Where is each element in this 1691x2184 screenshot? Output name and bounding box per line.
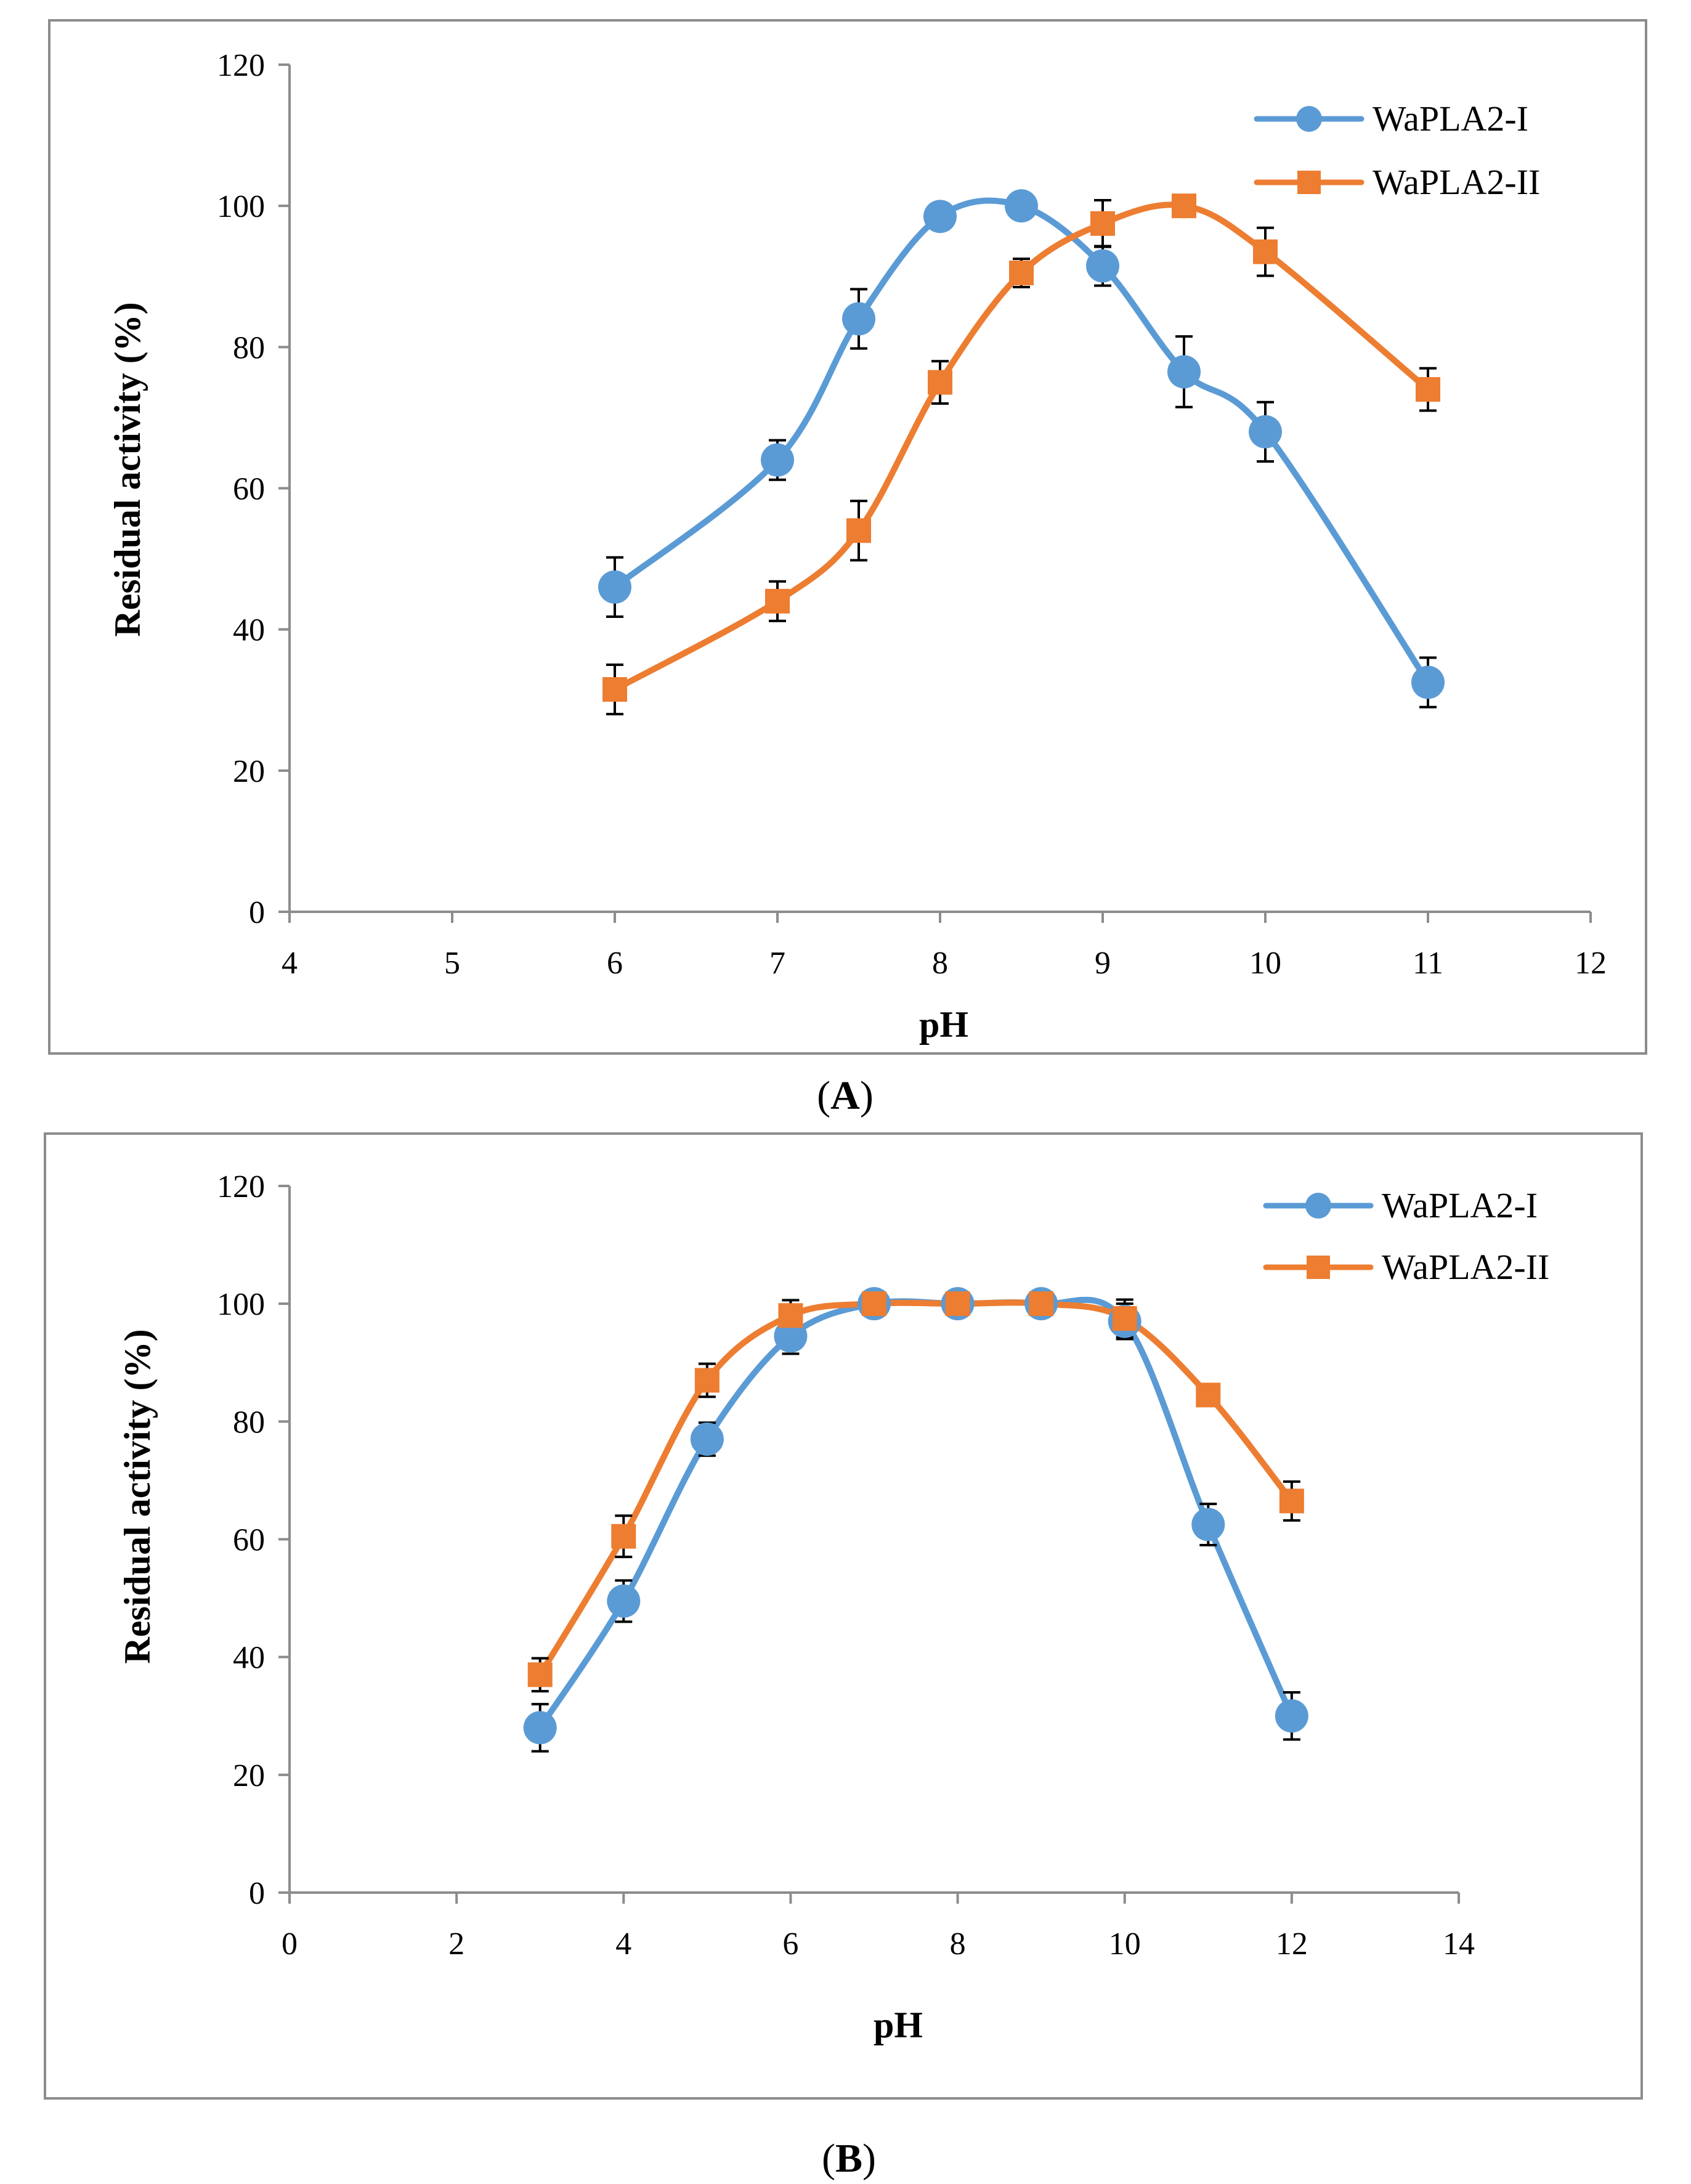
panel-b-xtick-label: 8 [950, 1926, 966, 1962]
panel-b-xticks: 0 2 4 6 8 10 12 14 [282, 1893, 1475, 1962]
chart-panel-b: 0 20 40 60 80 100 120 0 2 4 6 8 10 12 14 pH Residual … [44, 1132, 1643, 2100]
panel-b-series-2-point [945, 1291, 970, 1317]
legend-a-label-2: WaPLA2-II [1373, 162, 1540, 202]
panel-b-series-2-point [1196, 1382, 1221, 1408]
panel-a-xtick-label: 5 [444, 946, 460, 981]
panel-a-series-2-point [1416, 377, 1440, 402]
panel-a-ytick-label: 0 [249, 895, 265, 930]
panel-a-series-1-point [1249, 415, 1282, 449]
panel-a-series-1-point [761, 443, 794, 477]
panel-a-series-2-point [765, 588, 790, 614]
panel-b-legend: WaPLA2-I WaPLA2-II [1263, 1185, 1549, 1287]
legend-a-marker-2 [1297, 171, 1321, 194]
panel-b-ytick-label: 100 [217, 1287, 265, 1322]
panel-a-xtick-label: 8 [932, 946, 948, 981]
panel-a-series-2-point [846, 518, 871, 543]
chart-panel-a: 0 20 40 60 80 100 120 4 5 6 7 8 9 10 11 12 pH Residual… [48, 19, 1647, 1055]
panel-a-series-2-point [1009, 261, 1034, 286]
panel-b-ytick-label: 40 [233, 1641, 265, 1676]
panel-b-xtick-label: 0 [282, 1926, 298, 1962]
panel-a-frame [48, 19, 1647, 1055]
panel-a-ytick-label: 120 [217, 48, 265, 83]
panel-a-xtick-label: 6 [607, 946, 623, 981]
legend-b-marker-1 [1305, 1193, 1331, 1219]
panel-a-ytick-label: 20 [233, 754, 265, 789]
panel-a-series-2-point [602, 677, 627, 702]
panel-b-series-1-point [1191, 1508, 1225, 1541]
legend-b-label-2: WaPLA2-II [1382, 1247, 1549, 1287]
panel-a-series-1-point [1005, 189, 1038, 223]
panel-a-legend: WaPLA2-I WaPLA2-II [1254, 99, 1540, 202]
panel-a-series-2-point [928, 370, 952, 395]
panel-a-ytick-label: 80 [233, 330, 265, 365]
panel-a-ytick-label: 40 [233, 613, 265, 648]
panel-b-series-1-point [690, 1423, 724, 1456]
panel-b-series-1-point [1275, 1699, 1308, 1733]
panel-b-series-1-point [523, 1711, 557, 1745]
panel-b-series-2-point [1112, 1306, 1137, 1331]
panel-b-ytick-label: 80 [233, 1405, 265, 1440]
panel-b-xtick-label: 14 [1443, 1926, 1475, 1962]
panel-a-xtick-label: 11 [1413, 946, 1443, 981]
panel-b-ytick-label: 20 [233, 1758, 265, 1793]
panel-a-ytick-label: 100 [217, 189, 265, 224]
legend-a-label-1: WaPLA2-I [1373, 99, 1528, 139]
panel-a-xtick-label: 10 [1249, 946, 1281, 981]
panel-b-series-2-point [1029, 1291, 1054, 1317]
panel-b-xtick-label: 2 [448, 1926, 464, 1962]
panel-a-yticks: 0 20 40 60 80 100 120 [217, 48, 290, 930]
panel-b-ylabel: Residual activity (%) [117, 1329, 158, 1663]
panel-a-series-2-point [1090, 211, 1115, 236]
panel-b-yticks: 0 20 40 60 80 100 120 [217, 1169, 290, 1911]
panel-a-series-2-point [1253, 239, 1278, 264]
panel-a-series [598, 189, 1445, 716]
panel-b-ytick-label: 60 [233, 1523, 265, 1558]
panel-a-xlabel: pH [919, 1004, 968, 1045]
panel-a-series-1-point [598, 570, 631, 604]
panel-b-series-2-point [611, 1524, 636, 1549]
panel-b-xtick-label: 10 [1109, 1926, 1141, 1962]
panel-b-caption: (B) [822, 2136, 876, 2181]
panel-a-xtick-label: 4 [282, 946, 298, 981]
panel-b-series-1-point [607, 1584, 641, 1618]
panel-a-xtick-label: 7 [769, 946, 785, 981]
panel-a-series-1-point [923, 200, 957, 233]
legend-a-marker-1 [1296, 106, 1322, 132]
panel-a-xtick-label: 9 [1095, 946, 1111, 981]
panel-a-series-1-point [842, 302, 875, 336]
panel-a-xticks: 4 5 6 7 8 9 10 11 12 [282, 912, 1607, 981]
panel-a-ytick-label: 60 [233, 472, 265, 507]
panel-b-xtick-label: 12 [1276, 1926, 1308, 1962]
panel-b-series [523, 1287, 1308, 1753]
panel-b-series-2-point [527, 1662, 553, 1687]
panel-b-series-2-point [694, 1368, 720, 1393]
panel-b-series-2-point [1279, 1488, 1304, 1514]
panel-a-ylabel: Residual activity (%) [107, 302, 148, 636]
legend-b-marker-2 [1307, 1256, 1330, 1279]
panel-a-series-1-point [1411, 665, 1445, 699]
legend-b-label-1: WaPLA2-I [1382, 1185, 1538, 1225]
panel-a-series-2-point [1172, 193, 1196, 219]
panel-a-series-1-point [1086, 249, 1119, 283]
panel-b-ytick-label: 0 [249, 1876, 265, 1911]
panel-a-series-1-point [1167, 355, 1201, 389]
panel-b-frame [44, 1132, 1643, 2100]
panel-b-xtick-label: 6 [782, 1926, 798, 1962]
panel-b-series-2-point [862, 1291, 886, 1317]
panel-b-ytick-label: 120 [217, 1169, 265, 1204]
panel-a-caption: (A) [817, 1073, 874, 1118]
panel-b-xtick-label: 4 [615, 1926, 631, 1962]
panel-b-xlabel: pH [874, 2005, 923, 2045]
panel-a-xtick-label: 12 [1575, 946, 1607, 981]
panel-b-series-2-point [778, 1303, 803, 1328]
